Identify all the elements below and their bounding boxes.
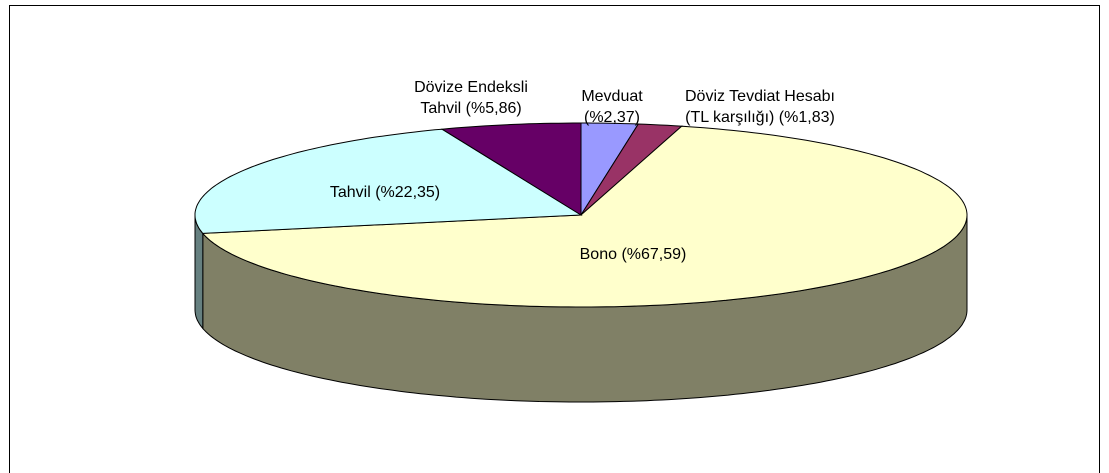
data-label: (%2,37)	[584, 109, 640, 126]
slice	[201, 125, 968, 308]
data-label: Tahvil (%22,35)	[330, 184, 440, 201]
data-label: Mevduat	[581, 88, 643, 105]
data-label: Bono (%67,59)	[580, 246, 687, 263]
slice	[440, 122, 582, 216]
slice	[194, 128, 583, 234]
data-label: Dövize Endeksli	[414, 79, 528, 96]
data-label: (TL karşılığı) (%1,83)	[685, 109, 835, 126]
data-label: Tahvil (%5,86)	[420, 100, 521, 117]
data-label: Döviz Tevdiat Hesabı	[685, 88, 835, 105]
